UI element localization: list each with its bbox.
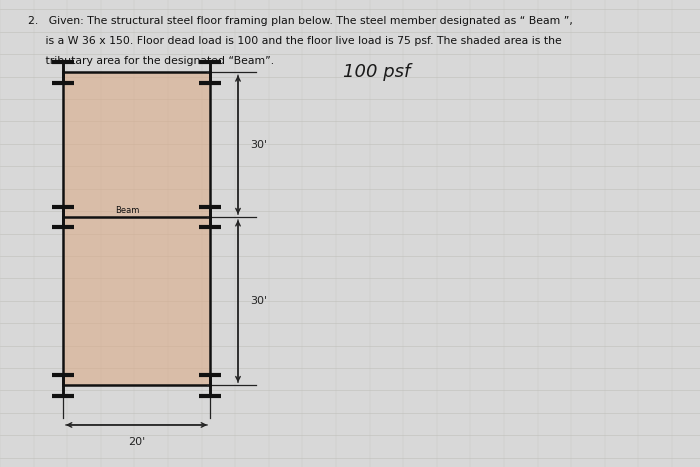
Text: Beam: Beam — [115, 206, 139, 215]
Text: tributary area for the designated “Beam”.: tributary area for the designated “Beam”… — [28, 56, 274, 65]
Text: is a W 36 x 150. Floor dead load is 100 and the floor live load is 75 psf. The s: is a W 36 x 150. Floor dead load is 100 … — [28, 36, 561, 46]
Text: 20': 20' — [128, 437, 145, 446]
Text: 30': 30' — [251, 140, 267, 150]
Text: 2.   Given: The structural steel floor framing plan below. The steel member desi: 2. Given: The structural steel floor fra… — [28, 16, 573, 26]
Bar — [63, 72, 210, 385]
Text: 30': 30' — [251, 296, 267, 306]
Text: 100 psf: 100 psf — [343, 64, 410, 81]
